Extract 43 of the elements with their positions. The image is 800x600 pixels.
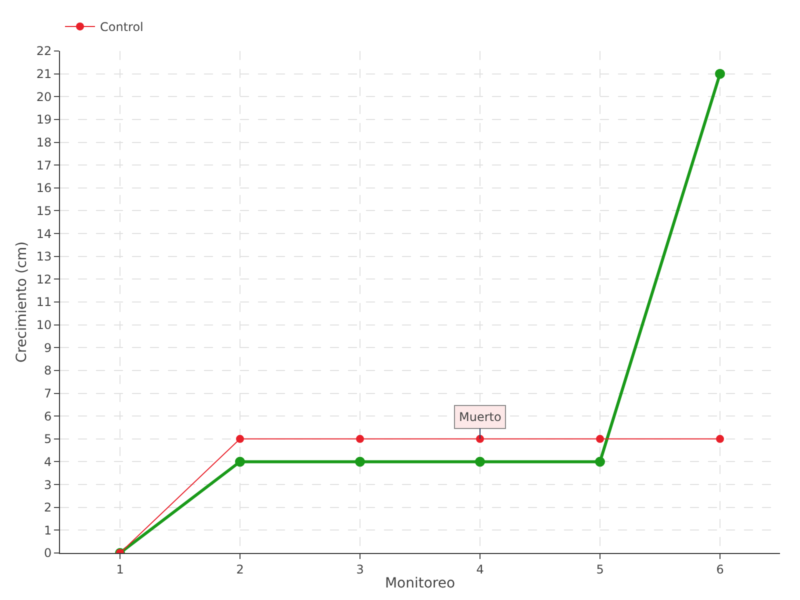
y-tick-label: 14: [36, 226, 52, 241]
y-tick-label: 22: [36, 44, 52, 58]
y-tick-label: 8: [44, 364, 52, 378]
y-tick-label: 21: [36, 67, 52, 82]
y-tick-label: 1: [44, 523, 52, 538]
y-tick-label: 3: [44, 478, 52, 492]
x-axis-title: Monitoreo: [384, 576, 456, 592]
point: [716, 434, 724, 443]
y-axis-title: Crecimiento (cm): [14, 241, 30, 363]
point: [715, 68, 725, 79]
x-tick-label: 4: [476, 562, 484, 576]
x-tick-label: 5: [596, 562, 604, 576]
y-tick-label: 13: [36, 250, 52, 264]
x-tick-label: 3: [356, 562, 364, 576]
point: [476, 434, 484, 443]
point: [596, 434, 604, 443]
point: [355, 456, 365, 467]
y-tick-label: 11: [36, 295, 52, 310]
point: [595, 456, 605, 467]
y-tick-label: 0: [44, 546, 52, 560]
x-tick-label: 1: [116, 562, 124, 576]
y-tick-label: 12: [36, 272, 52, 286]
y-tick-label: 20: [36, 90, 52, 104]
legend-label: Control: [100, 20, 144, 34]
y-tick-label: 9: [44, 340, 52, 355]
point: [356, 434, 364, 443]
point: [235, 456, 245, 467]
y-tick-label: 19: [36, 112, 52, 127]
y-tick-label: 5: [44, 432, 52, 446]
point: [475, 456, 485, 467]
y-tick-label: 10: [36, 318, 52, 332]
y-tick-label: 15: [36, 204, 52, 218]
point: [236, 434, 244, 443]
y-tick-label: 17: [36, 158, 52, 172]
x-tick-label: 2: [236, 562, 244, 576]
y-tick-label: 16: [36, 181, 52, 196]
x-tick-label: 6: [716, 562, 724, 576]
y-tick-label: 6: [44, 409, 52, 424]
y-tick-label: 18: [36, 135, 52, 150]
y-tick-label: 2: [44, 500, 52, 515]
y-tick-label: 7: [44, 386, 52, 400]
y-tick-label: 4: [44, 454, 52, 469]
annotation: Muerto: [459, 410, 502, 424]
